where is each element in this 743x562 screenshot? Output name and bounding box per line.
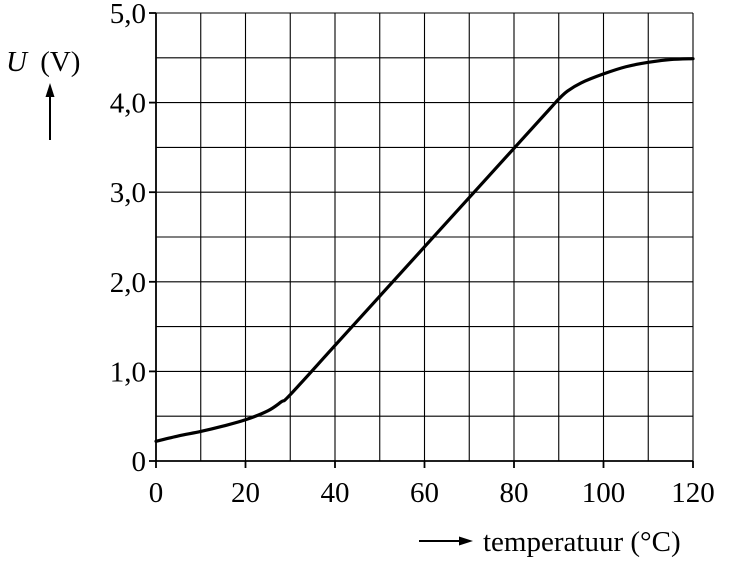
x-tick-label: 60 [410, 477, 439, 509]
x-tick-label: 120 [671, 477, 715, 509]
y-tick-label: 2,0 [110, 267, 146, 299]
x-tick-label: 100 [582, 477, 626, 509]
x-axis-arrow-head [459, 536, 473, 546]
x-tick-label: 80 [500, 477, 529, 509]
tick-labels: 0 20 40 60 80 100 120 0 1,0 2,0 3,0 4,0 5,0 [110, 0, 715, 509]
y-tick-label: 1,0 [110, 356, 146, 388]
x-tick-label: 40 [321, 477, 350, 509]
y-axis-symbol: U [6, 46, 29, 78]
x-axis-label: temperatuur (°C) [483, 526, 681, 558]
grid [156, 12, 694, 461]
x-tick-label: 20 [231, 477, 260, 509]
x-axis-title: temperatuur (°C) [419, 526, 681, 558]
y-axis-title: U (V) [6, 46, 80, 140]
x-tick-label: 0 [149, 477, 164, 509]
series [154, 57, 695, 443]
y-tick-label: 5,0 [110, 0, 146, 30]
svg-text:U (V): U (V) [6, 46, 80, 78]
y-axis-arrow-head [45, 83, 55, 97]
y-tick-label: 4,0 [110, 88, 146, 120]
series-line [154, 57, 695, 443]
y-axis-unit: (V) [40, 46, 80, 78]
y-tick-label: 0 [132, 446, 147, 478]
ticks [149, 12, 694, 468]
y-tick-label: 3,0 [110, 177, 146, 209]
